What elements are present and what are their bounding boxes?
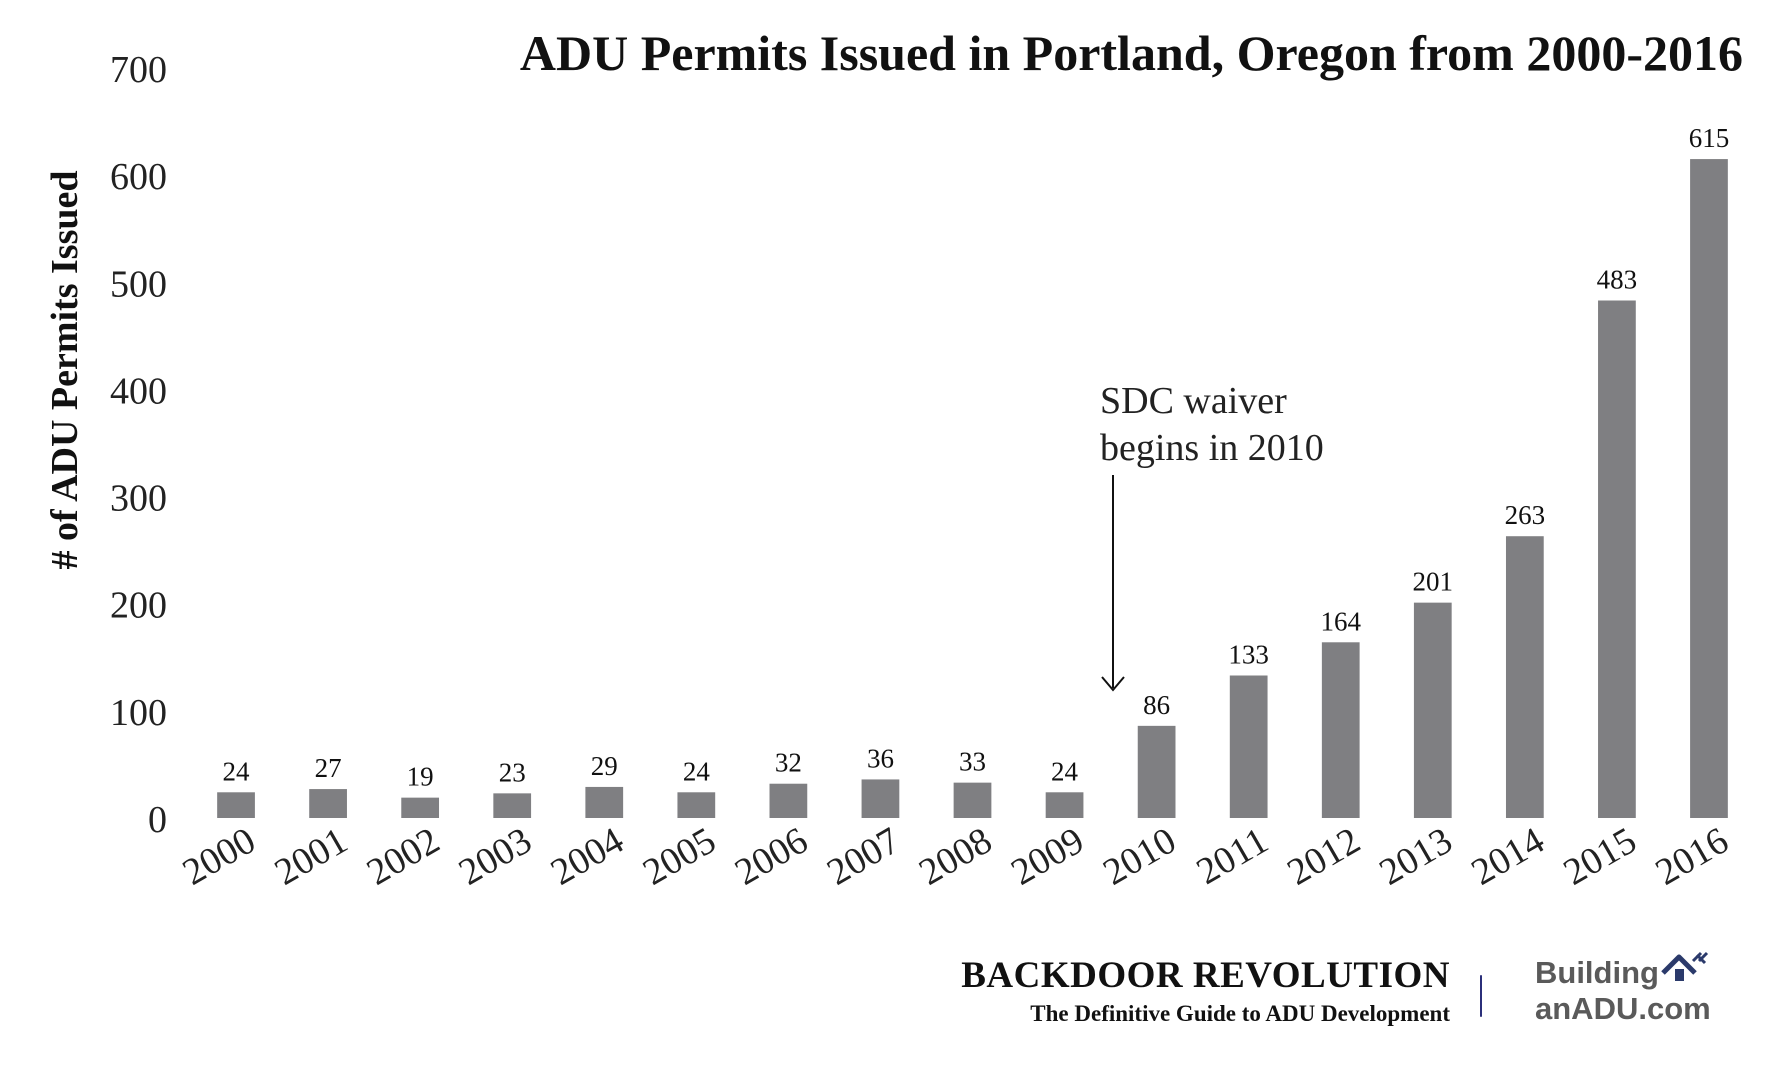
y-tick-label: 600	[110, 156, 167, 198]
y-tick-label: 100	[110, 692, 167, 734]
bar-2006	[769, 783, 808, 818]
annotation-line-1: SDC waiver	[1100, 380, 1287, 422]
x-tick-label-2002: 2002	[360, 819, 447, 893]
data-label-2006: 32	[775, 748, 802, 778]
x-tick-label-2015: 2015	[1557, 819, 1644, 893]
annotation-arrow-head	[1101, 676, 1125, 692]
data-label-2016: 615	[1689, 123, 1730, 153]
x-tick-label-2014: 2014	[1465, 819, 1552, 893]
x-tick-label-2016: 2016	[1649, 819, 1736, 893]
data-labels: 24 27 19 23 29 24 32 36 33 24 86 133 164 201 263 483 615	[223, 123, 1730, 792]
data-label-2000: 24	[223, 756, 251, 786]
bar-2004	[585, 786, 624, 818]
y-tick-label: 700	[110, 49, 167, 91]
x-tick-label-2011: 2011	[1190, 819, 1276, 893]
bars	[217, 159, 1728, 819]
site-logo[interactable]: Building anADU.com	[1535, 951, 1735, 1027]
annotation-line-2: begins in 2010	[1100, 427, 1324, 469]
x-tick-label-2001: 2001	[268, 819, 355, 893]
bar-2015	[1598, 300, 1636, 818]
bar-2012	[1321, 642, 1360, 818]
bar-2005	[677, 792, 716, 818]
x-tick-label-2000: 2000	[176, 819, 263, 893]
data-label-2002: 19	[407, 762, 434, 792]
y-tick-label: 300	[110, 478, 167, 520]
y-tick-label: 0	[148, 799, 167, 841]
x-tick-label-2009: 2009	[1004, 819, 1091, 893]
footer-divider	[1480, 975, 1482, 1017]
brand-tagline: The Definitive Guide to ADU Development	[1030, 1001, 1450, 1026]
bar-2016	[1690, 159, 1728, 819]
x-tick-label-2008: 2008	[912, 819, 999, 893]
x-tick-label-2007: 2007	[820, 819, 907, 893]
data-label-2003: 23	[499, 757, 526, 787]
y-tick-label: 400	[110, 370, 167, 412]
y-axis-label: # of ADU Permits Issued	[44, 171, 86, 570]
data-label-2013: 201	[1413, 567, 1454, 597]
chart-title: ADU Permits Issued in Portland, Oregon f…	[520, 25, 1743, 81]
logo-line-2: anADU.com	[1535, 991, 1711, 1026]
annotation: SDC waiver begins in 2010	[1100, 380, 1324, 692]
bar-2010	[1137, 725, 1176, 818]
x-tick-label-2012: 2012	[1280, 819, 1367, 893]
x-axis-ticks: 2000 2001 2002 2003 2004 2005 2006 2007 2008 2009…	[176, 819, 1736, 893]
house-icon	[1661, 951, 1709, 981]
bar-2011	[1229, 675, 1268, 818]
bar-2000	[217, 792, 255, 818]
y-tick-label: 200	[110, 585, 167, 627]
data-label-2004: 29	[591, 751, 618, 781]
data-label-2005: 24	[683, 756, 711, 786]
data-label-2008: 33	[959, 747, 986, 777]
x-tick-label-2010: 2010	[1096, 819, 1183, 893]
bar-2013	[1413, 602, 1452, 818]
bar-2001	[309, 789, 347, 818]
y-tick-label: 500	[110, 263, 167, 305]
bar-2014	[1505, 536, 1544, 818]
data-label-2011: 133	[1228, 640, 1269, 670]
x-tick-label-2003: 2003	[452, 819, 539, 893]
x-tick-label-2005: 2005	[636, 819, 723, 893]
y-axis-ticks: 0 100 200 300 400 500 600 700	[110, 49, 167, 841]
brand-title: BACKDOOR REVOLUTION	[961, 955, 1450, 996]
bar-2008	[953, 782, 992, 818]
data-label-2001: 27	[315, 753, 342, 783]
data-label-2012: 164	[1320, 606, 1361, 636]
data-label-2009: 24	[1051, 756, 1079, 786]
logo-line-1: Building	[1535, 955, 1659, 990]
bar-2003	[493, 793, 532, 818]
data-label-2007: 36	[867, 743, 894, 773]
bar-2002	[401, 797, 440, 818]
data-label-2015: 483	[1597, 265, 1638, 295]
bar-2007	[861, 779, 900, 818]
bar-2009	[1045, 792, 1084, 818]
brand-block: BACKDOOR REVOLUTION The Definitive Guide…	[880, 955, 1450, 1029]
data-label-2010: 86	[1143, 690, 1170, 720]
x-tick-label-2013: 2013	[1372, 819, 1459, 893]
x-tick-label-2006: 2006	[728, 819, 815, 893]
data-label-2014: 263	[1505, 500, 1546, 530]
x-tick-label-2004: 2004	[544, 819, 631, 893]
